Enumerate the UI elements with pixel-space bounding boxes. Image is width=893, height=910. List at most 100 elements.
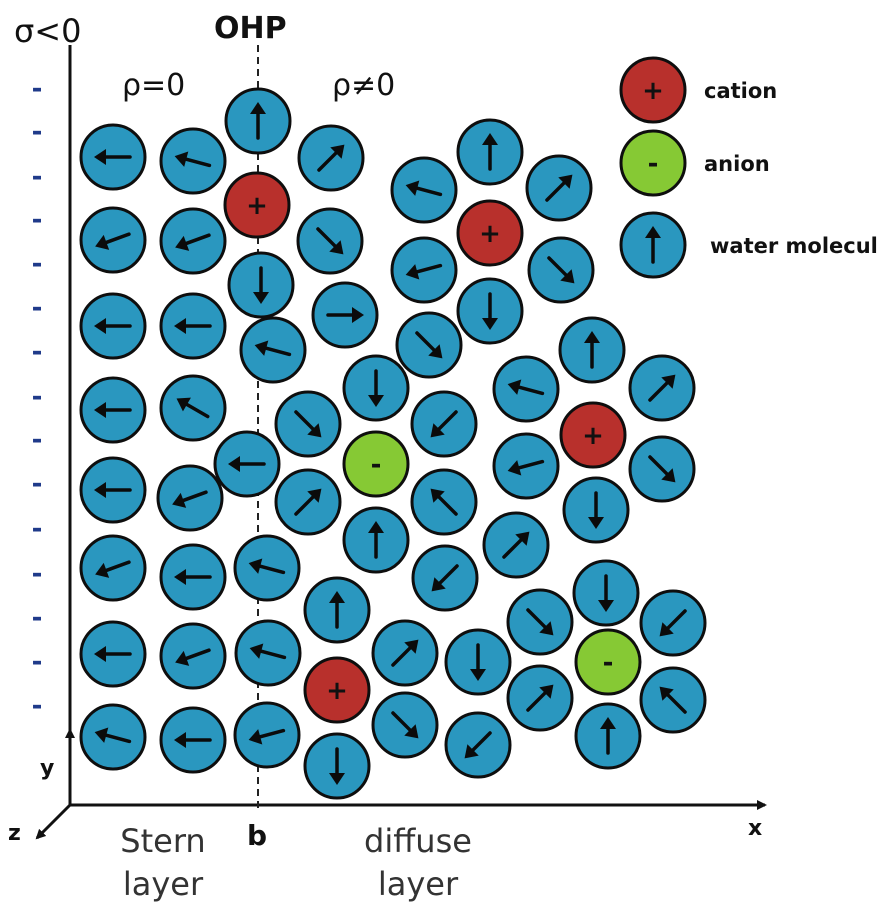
surface-minus-sign: -	[32, 162, 43, 192]
z-axis-label: z	[8, 821, 21, 846]
water-molecule-icon	[79, 534, 147, 602]
rho-zero-label: ρ=0	[122, 68, 185, 103]
water-molecule-icon	[79, 456, 147, 524]
surface-minus-sign: -	[32, 691, 43, 721]
legend-water-icon	[619, 211, 687, 279]
water-molecule-icon	[410, 390, 478, 458]
water-molecule-icon	[395, 311, 463, 379]
particles: + + - + + -	[79, 87, 707, 800]
surface-minus-sign: -	[32, 74, 43, 104]
water-molecule-icon	[492, 432, 560, 500]
water-molecule-icon	[482, 511, 550, 579]
surface-minus-sign: -	[32, 382, 43, 412]
water-molecule-icon	[444, 628, 512, 696]
surface-minus-sign: -	[32, 514, 43, 544]
water-molecule-icon	[410, 468, 478, 536]
water-molecule-icon	[159, 207, 227, 275]
water-molecule-icon	[159, 374, 227, 442]
anion-icon: -	[574, 628, 642, 696]
water-molecule-icon	[639, 666, 707, 734]
surface-charge-label: σ<0	[14, 12, 81, 50]
water-molecule-icon	[558, 316, 626, 384]
surface-minus-sign: -	[32, 425, 43, 455]
water-molecule-icon	[525, 154, 593, 222]
svg-text:+: +	[642, 76, 664, 106]
surface-minus-sign: -	[32, 249, 43, 279]
legend-item-anion: - anion	[619, 129, 770, 197]
surface-charge-marks: - - - - - - - - - - - - - - -	[32, 74, 43, 721]
water-molecule-icon	[342, 354, 410, 422]
water-molecule-icon	[297, 124, 365, 192]
water-molecule-icon	[342, 506, 410, 574]
water-molecule-icon	[79, 206, 147, 274]
water-molecule-icon	[233, 534, 301, 602]
y-axis-label: y	[40, 756, 54, 781]
water-molecule-icon	[574, 702, 642, 770]
svg-text:+: +	[479, 219, 501, 249]
svg-text:+: +	[582, 421, 604, 451]
stern-layer-label-line2: layer	[123, 865, 204, 903]
water-molecule-icon	[274, 468, 342, 536]
cation-icon: +	[303, 656, 371, 724]
water-molecule-icon	[628, 354, 696, 422]
water-molecule-icon	[79, 703, 147, 771]
diffuse-layer-label-line2: layer	[378, 865, 459, 903]
surface-minus-sign: -	[32, 205, 43, 235]
surface-minus-sign: -	[32, 293, 43, 323]
cation-icon: +	[559, 401, 627, 469]
svg-text:-: -	[371, 450, 382, 480]
legend: + cation - anion water molecul	[619, 56, 878, 279]
surface-minus-sign: -	[32, 337, 43, 367]
svg-text:-: -	[603, 648, 614, 678]
legend-anion-label: anion	[704, 152, 770, 176]
surface-minus-sign: -	[32, 603, 43, 633]
legend-water-label: water molecul	[710, 234, 878, 258]
water-molecule-icon	[506, 588, 574, 656]
water-molecule-icon	[303, 576, 371, 644]
ohp-label: OHP	[214, 11, 287, 46]
surface-minus-sign: -	[32, 647, 43, 677]
legend-cation-label: cation	[704, 79, 777, 103]
water-molecule-icon	[159, 292, 227, 360]
water-molecule-icon	[371, 619, 439, 687]
surface-minus-sign: -	[32, 469, 43, 499]
water-molecule-icon	[227, 251, 295, 319]
rho-nonzero-label: ρ≠0	[332, 68, 395, 103]
water-molecule-icon	[444, 711, 512, 779]
stern-layer-label-line1: Stern	[120, 822, 205, 860]
water-molecule-icon	[390, 236, 458, 304]
svg-text:+: +	[246, 191, 268, 221]
surface-minus-sign: -	[32, 117, 43, 147]
water-molecule-icon	[371, 691, 439, 759]
water-molecule-icon	[224, 87, 292, 155]
water-molecule-icon	[213, 430, 281, 498]
diffuse-layer-label-line1: diffuse	[364, 822, 472, 860]
water-molecule-icon	[411, 544, 479, 612]
water-molecule-icon	[628, 435, 696, 503]
legend-item-water: water molecul	[619, 211, 878, 279]
cation-icon: +	[456, 199, 524, 267]
water-molecule-icon	[159, 706, 227, 774]
water-molecule-icon	[239, 316, 307, 384]
water-molecule-icon	[159, 622, 227, 690]
water-molecule-icon	[311, 281, 379, 349]
b-label: b	[247, 819, 267, 852]
water-molecule-icon	[156, 464, 224, 532]
x-axis-label: x	[748, 816, 762, 841]
legend-cation-icon: +	[619, 56, 687, 124]
legend-item-cation: + cation	[619, 56, 777, 124]
water-molecule-icon	[159, 127, 227, 195]
water-molecule-icon	[572, 559, 640, 627]
water-molecule-icon	[456, 118, 524, 186]
surface-minus-sign: -	[32, 559, 43, 589]
water-molecule-icon	[639, 589, 707, 657]
cation-icon: +	[223, 171, 291, 239]
water-molecule-icon	[456, 277, 524, 345]
water-molecule-icon	[234, 619, 302, 687]
water-molecule-icon	[79, 376, 147, 444]
z-axis	[35, 803, 72, 840]
water-molecule-icon	[506, 664, 574, 732]
water-molecule-icon	[79, 123, 147, 191]
svg-text:-: -	[648, 149, 659, 179]
legend-anion-icon: -	[619, 129, 687, 197]
